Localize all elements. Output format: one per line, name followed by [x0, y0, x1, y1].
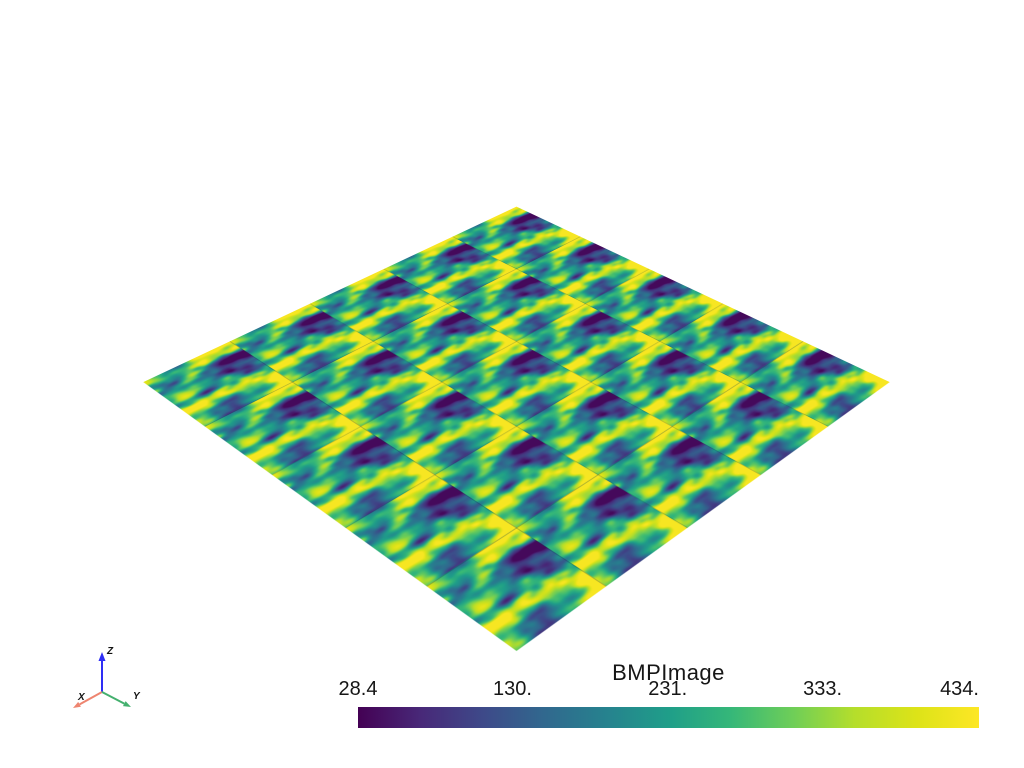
tick-label-2: 130.	[493, 678, 532, 700]
orientation-axes-widget: X Y Z	[73, 646, 141, 708]
y-axis-arrowhead-icon	[123, 701, 131, 707]
scalar-bar[interactable]: BMPImage 28.4 130. 231. 333. 434.	[339, 660, 979, 731]
x-axis-arrowhead-icon	[73, 701, 81, 708]
scalar-bar-gradient[interactable]	[358, 707, 979, 728]
x-axis-arrow	[79, 691, 103, 706]
tick-label-min: 28.4	[338, 678, 378, 700]
scalar-bar-title: BMPImage	[612, 660, 725, 685]
tick-label-4: 333.	[803, 678, 843, 700]
x-axis-label: X	[77, 692, 86, 703]
y-axis-arrow	[101, 691, 125, 705]
z-axis-arrowhead-icon	[98, 652, 106, 661]
tick-label-3: 231.	[648, 678, 688, 700]
scalar-bar-tick-labels: 28.4 130. 231. 333. 434.	[339, 678, 979, 700]
tick-label-max: 434.	[940, 678, 979, 700]
surface-texture-canvas[interactable]	[142, 206, 891, 653]
surface-plane[interactable]	[142, 206, 891, 653]
z-axis-label: Z	[106, 646, 114, 657]
y-axis-label: Y	[133, 691, 141, 702]
